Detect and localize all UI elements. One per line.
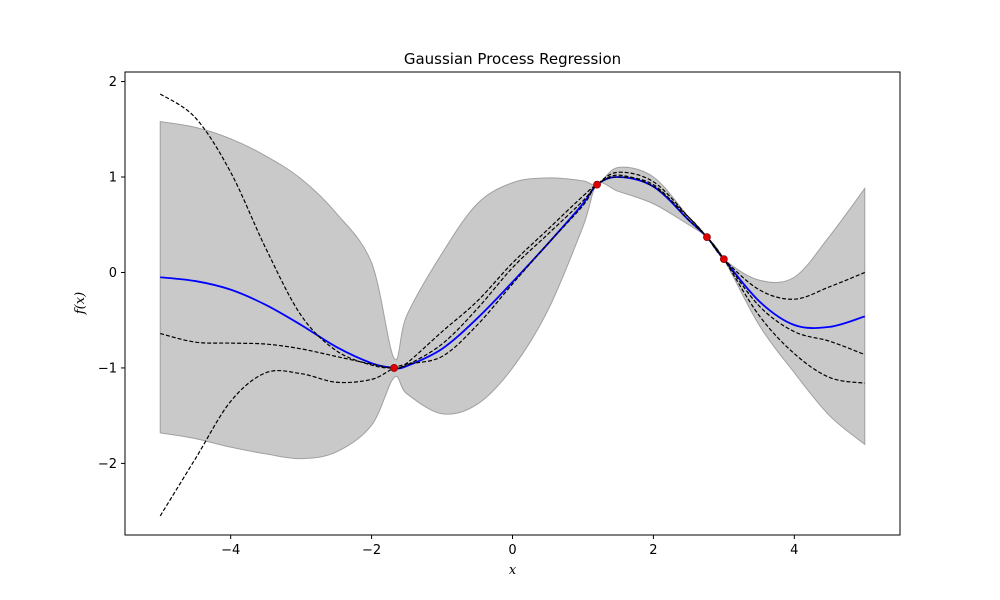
- sample-line-3: [159, 176, 865, 517]
- chart-title: Gaussian Process Regression: [404, 50, 621, 68]
- y-tick-label: −1: [98, 361, 117, 376]
- observation-point: [593, 180, 601, 189]
- y-tick-label: 2: [109, 75, 117, 90]
- y-tick-label: 0: [109, 266, 117, 281]
- x-tick-label: −4: [221, 543, 240, 558]
- observation-point: [719, 255, 728, 264]
- sample-line-2: [160, 171, 865, 369]
- x-tick-label: 2: [649, 543, 657, 558]
- plot-area: [159, 93, 866, 517]
- x-tick-label: 4: [790, 543, 798, 558]
- axes: −4 −2 0 2 4 −2 −1 0 1 2: [98, 71, 901, 558]
- confidence-band: [159, 121, 866, 460]
- y-tick-label: 1: [109, 171, 117, 186]
- observation-point: [390, 364, 399, 372]
- y-axis-label: f(x): [73, 292, 88, 315]
- x-tick-label: 0: [508, 543, 516, 558]
- x-tick-label: −2: [362, 543, 381, 558]
- observation-point: [703, 233, 711, 242]
- y-tick-label: −2: [98, 457, 117, 472]
- x-axis-label: x: [509, 563, 517, 578]
